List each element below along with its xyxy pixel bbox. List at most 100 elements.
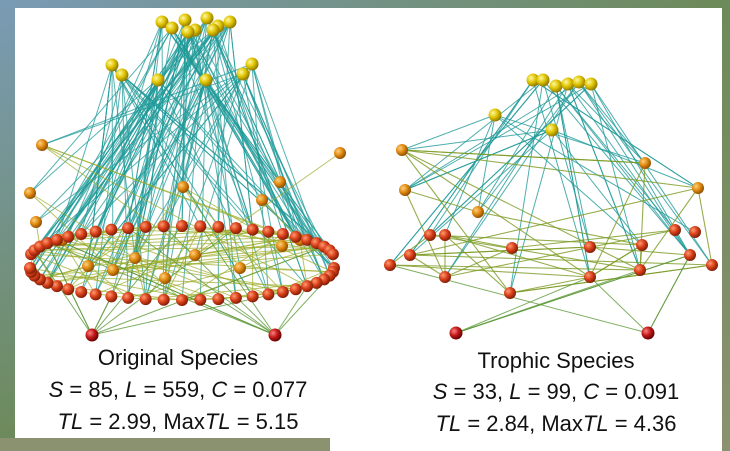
species-node	[276, 240, 288, 252]
species-node	[224, 16, 237, 29]
species-node	[176, 294, 188, 306]
species-node	[550, 80, 563, 93]
species-node	[122, 292, 134, 304]
species-node	[230, 292, 242, 304]
stat-symbol: L	[125, 377, 137, 402]
panel-stats: TL = 2.99, MaxTL = 5.15	[58, 409, 299, 434]
edge	[164, 299, 219, 300]
species-node	[450, 327, 463, 340]
species-node	[237, 68, 250, 81]
stat-symbol: TL	[205, 409, 231, 434]
stat-text: = 4.36	[609, 411, 677, 436]
species-node	[62, 231, 74, 243]
stat-symbol: L	[509, 379, 521, 404]
species-node	[75, 286, 87, 298]
species-node	[90, 226, 102, 238]
species-node	[290, 231, 302, 243]
species-node	[177, 181, 189, 193]
stat-symbol: S	[49, 377, 64, 402]
species-node	[584, 241, 596, 253]
species-node	[399, 184, 411, 196]
species-node	[634, 264, 646, 276]
species-node	[179, 14, 192, 27]
species-node	[573, 76, 586, 89]
species-node	[140, 221, 152, 233]
page: Original Species S = 85, L = 559, C = 0.0…	[0, 0, 730, 451]
panel-title: Original Species	[98, 345, 258, 370]
species-node	[90, 288, 102, 300]
species-node	[404, 249, 416, 261]
stat-symbol: C	[211, 377, 227, 402]
species-node	[327, 248, 339, 260]
stat-text: = 2.99, Max	[83, 409, 205, 434]
species-node	[140, 293, 152, 305]
stat-text: = 99,	[521, 379, 583, 404]
species-node	[269, 329, 282, 342]
species-node	[334, 147, 346, 159]
species-node	[562, 78, 575, 91]
species-node	[36, 139, 48, 151]
species-node	[384, 259, 396, 271]
species-node	[122, 222, 134, 234]
species-node	[129, 252, 141, 264]
species-node	[256, 194, 268, 206]
stat-text: = 85,	[63, 377, 125, 402]
figure: Original Species S = 85, L = 559, C = 0.0…	[0, 0, 730, 451]
bottom-strip	[0, 438, 330, 451]
species-node	[182, 26, 195, 39]
species-node	[200, 74, 213, 87]
species-node	[692, 182, 704, 194]
stat-text: = 559,	[137, 377, 211, 402]
species-node	[246, 58, 259, 71]
panel-title: Trophic Species	[478, 348, 635, 373]
species-node	[86, 329, 99, 342]
species-node	[504, 287, 516, 299]
species-node	[585, 78, 598, 91]
stat-symbol: TL	[583, 411, 609, 436]
species-node	[472, 206, 484, 218]
species-node	[159, 272, 171, 284]
species-node	[51, 234, 63, 246]
stat-symbol: TL	[58, 409, 84, 434]
species-node	[152, 74, 165, 87]
species-node	[166, 22, 179, 35]
species-node	[277, 286, 289, 298]
species-node	[176, 220, 188, 232]
species-node	[62, 283, 74, 295]
species-node	[230, 222, 242, 234]
species-node	[396, 144, 408, 156]
species-node	[105, 290, 117, 302]
stat-symbol: C	[583, 379, 599, 404]
species-node	[82, 260, 94, 272]
species-node	[642, 327, 655, 340]
species-node	[439, 229, 451, 241]
panel-stats: S = 85, L = 559, C = 0.077	[49, 377, 308, 402]
species-node	[247, 224, 259, 236]
species-node	[684, 249, 696, 261]
species-node	[546, 124, 559, 137]
species-node	[424, 229, 436, 241]
stat-text: = 5.15	[231, 409, 299, 434]
species-node	[277, 228, 289, 240]
species-node	[116, 69, 129, 82]
species-node	[212, 221, 224, 233]
species-node	[24, 187, 36, 199]
species-node	[158, 294, 170, 306]
species-node	[234, 262, 246, 274]
species-node	[689, 226, 701, 238]
species-node	[639, 157, 651, 169]
species-node	[439, 271, 451, 283]
panel-stats: S = 33, L = 99, C = 0.091	[433, 379, 680, 404]
species-node	[207, 24, 220, 37]
stat-text: = 33,	[447, 379, 509, 404]
species-node	[537, 74, 550, 87]
panel-stats: TL = 2.84, MaxTL = 4.36	[436, 411, 677, 436]
stat-text: = 0.091	[599, 379, 679, 404]
species-node	[30, 216, 42, 228]
species-node	[106, 59, 119, 72]
species-node	[24, 262, 36, 274]
species-node	[201, 12, 214, 25]
species-node	[105, 224, 117, 236]
species-node	[194, 220, 206, 232]
species-node	[290, 283, 302, 295]
